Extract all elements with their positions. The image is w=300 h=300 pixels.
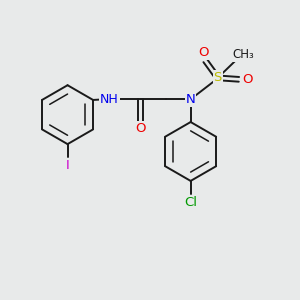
Text: N: N [186, 93, 196, 106]
Text: O: O [135, 122, 146, 135]
Text: Cl: Cl [184, 196, 197, 208]
Text: CH₃: CH₃ [232, 48, 254, 62]
Text: I: I [66, 159, 69, 172]
Text: O: O [242, 73, 253, 86]
Text: O: O [199, 46, 209, 59]
Text: NH: NH [100, 93, 119, 106]
Text: S: S [214, 71, 222, 84]
